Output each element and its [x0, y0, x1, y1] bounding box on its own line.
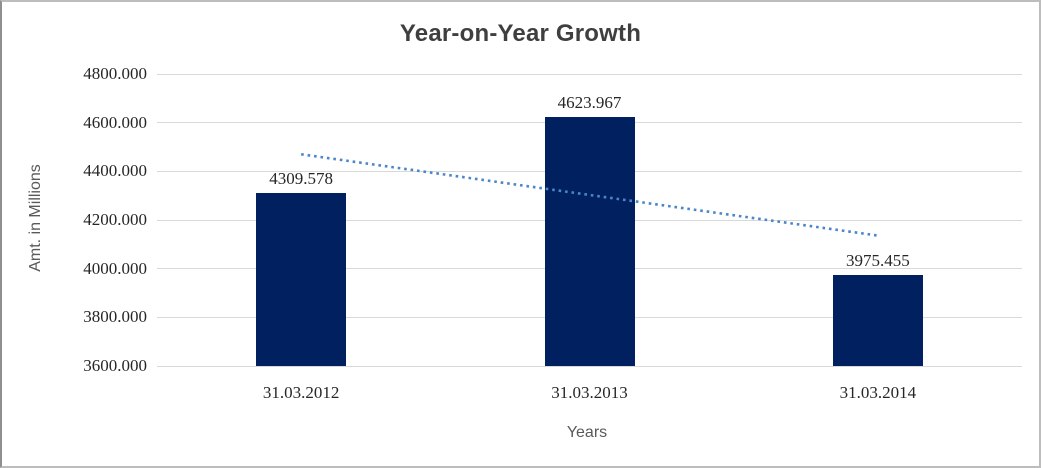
bar	[544, 116, 635, 366]
gridline	[157, 365, 1022, 367]
y-tick-label: 4000.000	[83, 258, 147, 278]
y-tick-label: 4800.000	[83, 64, 147, 83]
trendline	[300, 152, 879, 237]
bar-value-label: 4623.967	[557, 92, 622, 112]
x-tick-label: 31.03.2013	[551, 383, 628, 402]
y-tick-label: 4600.000	[83, 112, 147, 132]
y-tick-label: 3800.000	[83, 307, 147, 327]
chart-title: Year-on-Year Growth	[399, 20, 642, 47]
y-tick-label: 4200.000	[83, 210, 147, 229]
bar	[256, 193, 347, 366]
bar-value-label: 4309.578	[269, 169, 334, 189]
gridline	[157, 73, 1022, 75]
bar-value-label: 3975.455	[845, 250, 910, 270]
y-tick-label: 4400.000	[83, 161, 147, 181]
x-axis-title: Years	[566, 424, 608, 441]
bar	[832, 274, 923, 366]
x-tick-label: 31.03.2012	[262, 383, 340, 402]
x-tick-label: 31.03.2014	[839, 383, 917, 402]
plot-area	[157, 73, 1022, 367]
y-tick-label: 3600.000	[83, 356, 147, 375]
